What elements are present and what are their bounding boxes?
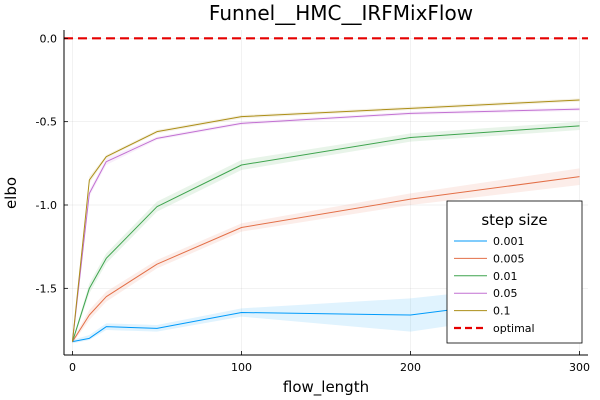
x-tick-label: 300 bbox=[569, 361, 590, 374]
x-tick-label: 200 bbox=[400, 361, 421, 374]
legend-entry-label: 0.05 bbox=[493, 287, 518, 300]
series-line-0.001 bbox=[72, 292, 580, 343]
legend-entry-label: 0.01 bbox=[493, 270, 518, 283]
series-line-0.005 bbox=[72, 176, 580, 342]
x-axis-ticks: 0 100 200 300 bbox=[69, 351, 590, 374]
legend-entry-label: optimal bbox=[493, 322, 535, 335]
series-line-0.05 bbox=[71, 108, 580, 342]
x-tick-label: 0 bbox=[69, 361, 76, 374]
y-axis-ticks: 0.0 -0.5 -1.0 -1.5 bbox=[36, 32, 68, 295]
legend-entry-label: 0.1 bbox=[493, 305, 511, 318]
x-tick-label: 100 bbox=[231, 361, 252, 374]
y-tick-label: 0.0 bbox=[40, 32, 58, 45]
chart-title: Funnel__HMC__IRFMixFlow bbox=[209, 1, 473, 25]
legend-box bbox=[446, 200, 583, 344]
y-tick-label: -1.5 bbox=[36, 282, 57, 295]
y-axis-label: elbo bbox=[2, 177, 20, 209]
plot-axes bbox=[63, 30, 588, 356]
series-line-0.01 bbox=[71, 125, 580, 342]
legend-title: step size bbox=[481, 211, 547, 229]
series-lines bbox=[71, 99, 580, 343]
series-band-0.005 bbox=[72, 168, 580, 344]
legend: step size 0.001 0.005 0.01 0.05 0.1 optimal bbox=[446, 200, 583, 344]
x-axis-label: flow_length bbox=[283, 378, 369, 397]
y-tick-label: -0.5 bbox=[36, 116, 57, 129]
legend-entry-label: 0.005 bbox=[493, 252, 525, 265]
legend-entry-label: 0.001 bbox=[493, 235, 525, 248]
series-line-0.1 bbox=[71, 99, 580, 342]
y-tick-label: -1.0 bbox=[36, 199, 57, 212]
